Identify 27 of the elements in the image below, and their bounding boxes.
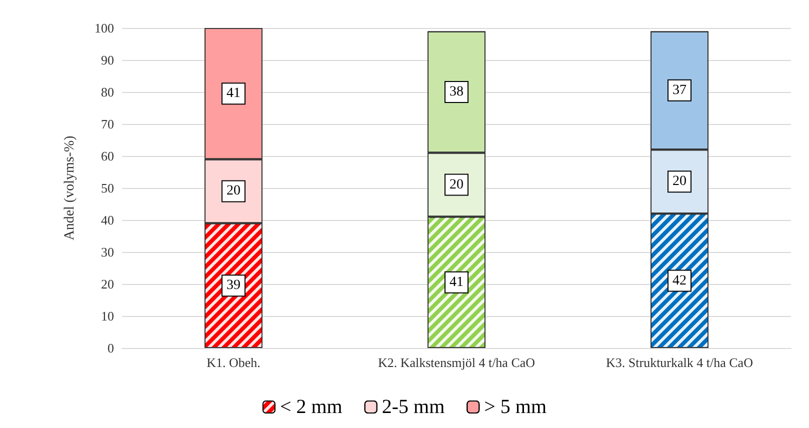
y-tick-label: 90 [101, 52, 114, 68]
data-label: 41 [226, 86, 240, 102]
y-tick-label: 60 [101, 148, 114, 164]
y-tick-label: 20 [101, 276, 114, 292]
y-tick-label: 70 [101, 116, 114, 132]
y-tick-label: 30 [101, 244, 114, 260]
y-axis-title: Andel (volyms-%) [62, 135, 78, 240]
data-label: 42 [672, 273, 686, 288]
data-label: 38 [450, 84, 464, 100]
data-label: 20 [450, 177, 464, 192]
x-tick-label: K1. Obeh. [206, 355, 260, 370]
data-label: 20 [226, 184, 240, 199]
data-label: 20 [672, 174, 686, 190]
data-label: 39 [226, 278, 240, 294]
data-label: 37 [672, 82, 686, 98]
legend-label: < 2 mm [280, 396, 343, 418]
x-tick-label: K2. Kalkstensmjöl 4 t/ha CaO [378, 355, 536, 370]
y-tick-label: 50 [101, 180, 114, 196]
y-tick-label: 10 [101, 308, 114, 324]
y-tick-label: 40 [101, 212, 114, 228]
data-label: 41 [450, 274, 464, 290]
x-tick-label: K3. Strukturkalk 4 t/ha CaO [606, 355, 753, 370]
y-tick-label: 0 [108, 340, 114, 356]
legend-label: > 5 mm [484, 396, 547, 418]
y-tick-label: 80 [101, 84, 114, 100]
legend-label: 2-5 mm [382, 396, 446, 418]
y-tick-label: 100 [94, 20, 114, 36]
